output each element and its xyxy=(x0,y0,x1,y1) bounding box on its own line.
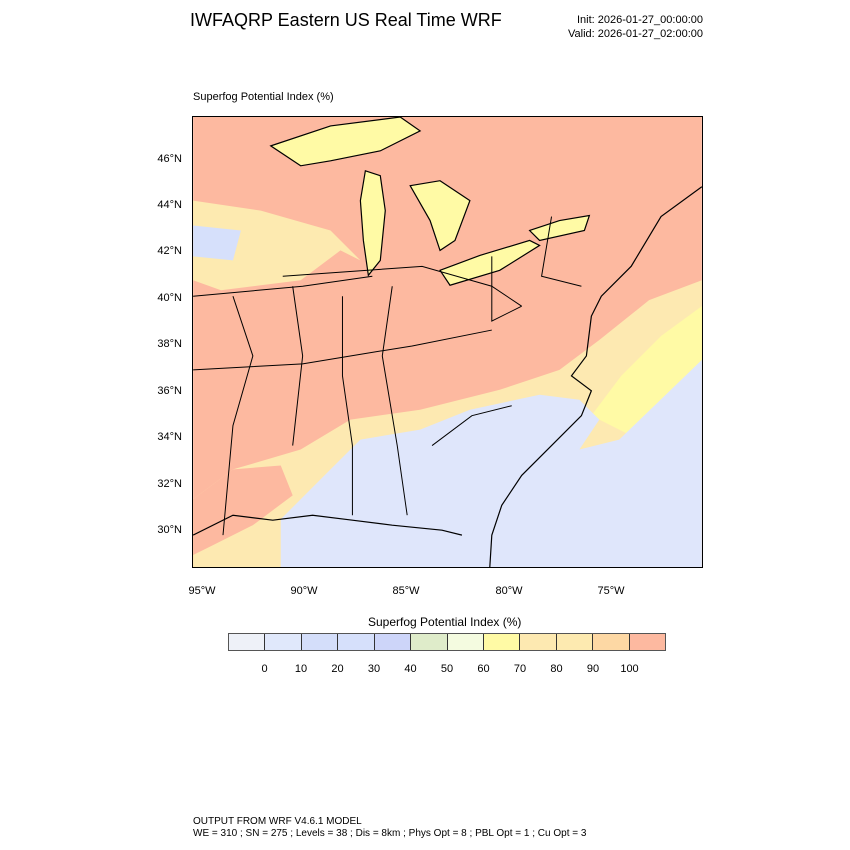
lat-label: 46°N xyxy=(157,153,182,165)
field-label: Superfog Potential Index (%) xyxy=(193,91,334,103)
lon-label: 75°W xyxy=(597,585,625,597)
colorbar-label: 40 xyxy=(404,663,417,675)
colorbar-swatch xyxy=(338,634,375,650)
lake-superior xyxy=(269,116,422,167)
state-borders xyxy=(193,216,582,536)
lat-label: 34°N xyxy=(157,431,182,443)
lat-label: 36°N xyxy=(157,385,182,397)
init-time: Init: 2026-01-27_00:00:00 xyxy=(577,14,703,26)
colorbar-label: 80 xyxy=(550,663,563,675)
colorbar-swatch xyxy=(483,634,521,650)
colorbar-label: 100 xyxy=(620,663,639,675)
model-options: WE = 310 ; SN = 275 ; Levels = 38 ; Dis … xyxy=(193,828,587,839)
gulf-coastline xyxy=(192,514,463,536)
colorbar-label: 10 xyxy=(294,663,308,675)
map-panel xyxy=(192,116,703,568)
colorbar-label: 60 xyxy=(477,663,490,675)
lake-erie xyxy=(439,239,541,286)
low-index-area xyxy=(280,359,702,567)
lat-label: 42°N xyxy=(157,245,182,257)
colorbar-label: 50 xyxy=(440,663,454,675)
west-orange-area xyxy=(193,465,293,556)
lon-label: 80°W xyxy=(495,585,523,597)
colorbar-swatch xyxy=(556,634,594,650)
colorbar-swatch xyxy=(411,634,448,650)
lat-label: 44°N xyxy=(157,199,182,211)
lon-label: 90°W xyxy=(290,585,318,597)
colorbar-label: 30 xyxy=(367,663,381,675)
lon-label: 85°W xyxy=(392,585,420,597)
midwest-yellow-area xyxy=(193,200,361,291)
colorbar-swatch xyxy=(447,634,484,650)
lat-label: 32°N xyxy=(157,478,182,490)
lake-michigan xyxy=(359,169,386,277)
model-info: OUTPUT FROM WRF V4.6.1 MODEL xyxy=(193,816,362,827)
colorbar-swatch xyxy=(265,634,302,650)
colorbar-label: 20 xyxy=(331,663,344,675)
colorbar-label: 0 xyxy=(261,663,268,675)
colorbar-title: Superfog Potential Index (%) xyxy=(368,615,522,629)
colorbar-swatch xyxy=(593,634,630,650)
lat-label: 30°N xyxy=(157,524,182,536)
valid-time: Valid: 2026-01-27_02:00:00 xyxy=(568,28,703,40)
lake-ontario xyxy=(528,214,591,242)
colorbar-swatch xyxy=(229,634,266,650)
lat-label: 38°N xyxy=(157,338,182,350)
colorbar-swatch xyxy=(374,634,412,650)
ocean-pale-area xyxy=(591,306,702,436)
colorbar xyxy=(228,633,666,651)
coastline xyxy=(489,186,703,568)
superfog-map xyxy=(192,116,703,568)
colorbar-swatch xyxy=(301,634,339,650)
lake-huron xyxy=(409,180,471,252)
colorbar-label: 70 xyxy=(513,663,527,675)
plot-title: IWFAQRP Eastern US Real Time WRF xyxy=(190,10,502,30)
lon-label: 95°W xyxy=(188,585,216,597)
colorbar-swatch xyxy=(520,634,557,650)
colorbar-label: 90 xyxy=(586,663,600,675)
lat-label: 40°N xyxy=(157,292,182,304)
colorbar-swatch xyxy=(629,634,666,650)
midwest-blue-strip xyxy=(193,225,241,261)
